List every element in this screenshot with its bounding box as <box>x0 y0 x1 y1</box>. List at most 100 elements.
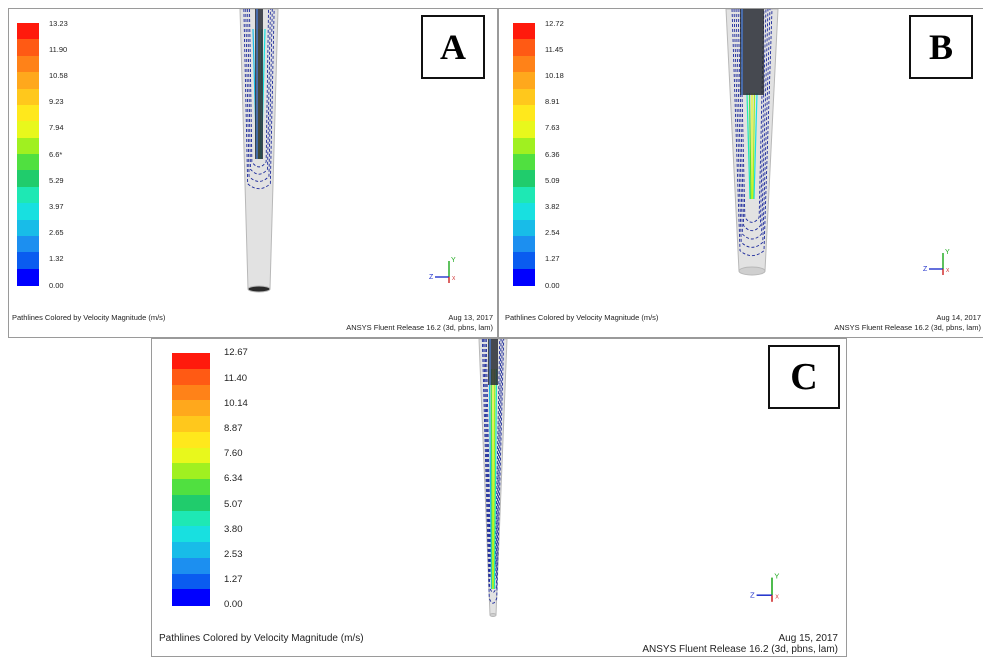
svg-text:Y: Y <box>774 572 779 581</box>
svg-text:Z: Z <box>750 590 755 599</box>
colorbar-tick-label: 5.29 <box>49 175 64 185</box>
colorbar-tick-label: 12.67 <box>224 347 248 359</box>
svg-text:Z: Z <box>429 274 434 281</box>
colorbar-swatch <box>17 137 39 155</box>
colorbar-tick-label: 6.6* <box>49 149 63 159</box>
svg-text:X: X <box>452 276 456 282</box>
inlet-tube <box>740 9 764 95</box>
colorbar-swatch <box>513 186 535 204</box>
colorbar-swatch <box>17 170 39 188</box>
jet-pathline <box>493 368 496 590</box>
colorbar-swatch <box>172 573 210 590</box>
colorbar-swatch <box>17 268 39 286</box>
colorbar-tick-label: 10.58 <box>49 70 68 80</box>
colorbar-swatch <box>513 23 535 40</box>
colorbar-tick-label: 12.72 <box>545 18 564 28</box>
colorbar-swatch <box>513 39 535 57</box>
colorbar-tick-label: 8.91 <box>545 97 560 107</box>
date-b: Aug 14, 2017 <box>936 313 981 322</box>
colorbar-tick-label: 1.32 <box>49 254 64 264</box>
colorbar-tick-label: 2.54 <box>545 228 560 238</box>
colorbar-swatch <box>513 137 535 155</box>
colorbar-swatch <box>17 88 39 106</box>
colorbar-swatch <box>513 252 535 270</box>
colorbar-tick-label: 3.82 <box>545 201 560 211</box>
caption-a: Pathlines Colored by Velocity Magnitude … <box>12 313 166 322</box>
panel-c: 12.67 11.40 10.14 8.87 7.60 6.34 5.07 3.80 2.53 1… <box>151 338 847 657</box>
colorbar-swatch <box>172 526 210 543</box>
colorbar-tick-label: 2.53 <box>224 548 243 560</box>
colorbar-tick-label: 10.14 <box>224 397 248 409</box>
colorbar-swatch <box>513 55 535 73</box>
colorbar-swatch <box>172 353 210 370</box>
nozzle-outlet <box>489 613 497 617</box>
release-a: ANSYS Fluent Release 16.2 (3d, pbns, lam… <box>346 323 493 332</box>
jet-pathline <box>488 368 493 590</box>
svg-text:Y: Y <box>945 249 950 256</box>
date-a: Aug 13, 2017 <box>448 313 493 322</box>
axis-triad-icon: Y Z X <box>923 249 950 275</box>
jet-pathline <box>490 368 493 590</box>
axis-triad-icon: Y Z X <box>750 572 779 602</box>
colorbar-tick-label: 11.90 <box>49 44 68 54</box>
colorbar-swatch <box>17 55 39 73</box>
jet-pathline <box>753 92 758 200</box>
colorbar-swatch <box>513 154 535 171</box>
recirculation-pathline <box>735 9 769 240</box>
colorbar-swatch <box>172 589 210 606</box>
inlet-tube <box>488 339 498 385</box>
colorbar-tick-label: 7.94 <box>49 123 64 133</box>
recirculation-pathline <box>484 339 502 583</box>
colorbar-swatch <box>172 542 210 559</box>
colorbar-tick-label: 6.36 <box>545 149 560 159</box>
colorbar-tick-label: 13.23 <box>49 18 68 28</box>
svg-text:X: X <box>775 595 779 601</box>
colorbar-swatch <box>513 219 535 237</box>
colorbar-tick-label: 11.40 <box>224 372 248 384</box>
colorbar-tick-label: 10.18 <box>545 70 564 80</box>
axis-triad-icon: Y Z X <box>429 257 456 283</box>
axis-triad-a: Y Z X <box>429 255 463 294</box>
panel-b: 12.72 11.45 10.18 8.91 7.63 6.36 5.09 3.82 2.54 1… <box>498 8 983 338</box>
panel-a: 13.23 11.90 10.58 9.23 7.94 6.6* 5.29 3.97 2.65 1… <box>8 8 498 338</box>
colorbar-swatch <box>172 400 210 417</box>
release-b: ANSYS Fluent Release 16.2 (3d, pbns, lam… <box>834 323 981 332</box>
colorbar-tick-label: 2.65 <box>49 228 64 238</box>
colorbar-swatch <box>172 557 210 575</box>
jet-pathline <box>752 92 756 200</box>
colorbar-swatch <box>17 154 39 171</box>
nozzle-outlet <box>247 285 271 293</box>
jet-pathline <box>748 92 752 200</box>
colorbar-swatch <box>513 72 535 90</box>
nozzle-outlet <box>738 266 766 276</box>
colorbar-swatch <box>513 268 535 286</box>
colorbar-swatch <box>17 23 39 40</box>
colorbar-tick-label: 11.45 <box>545 44 564 54</box>
colorbar-swatch <box>513 121 535 139</box>
colorbar-swatch <box>172 431 210 449</box>
pathline-scene-a <box>239 9 279 293</box>
colorbar-swatch <box>17 203 39 221</box>
colorbar-swatch <box>513 104 535 122</box>
colorbar-tick-label: 1.27 <box>545 254 560 264</box>
panel-label-a: A <box>421 15 485 79</box>
colorbar-swatch <box>172 447 210 464</box>
recirculation-pathline <box>739 9 765 223</box>
colorbar-tick-label: 5.09 <box>545 175 560 185</box>
svg-text:Y: Y <box>451 257 456 264</box>
caption-c: Pathlines Colored by Velocity Magnitude … <box>159 633 364 644</box>
recirculation-pathline <box>737 9 767 232</box>
jet-pathline <box>746 92 751 200</box>
colorbar-swatch <box>513 235 535 253</box>
colorbar-swatch <box>513 170 535 188</box>
colorbar-swatch <box>172 368 210 386</box>
colorbar-tick-label: 3.80 <box>224 523 243 535</box>
svg-text:X: X <box>946 268 950 274</box>
panel-label-c: C <box>768 345 840 409</box>
colorbar-swatch <box>17 121 39 139</box>
svg-text:Z: Z <box>923 266 928 273</box>
colorbar-swatch <box>172 463 210 480</box>
colorbar-tick-label: 1.27 <box>224 574 243 586</box>
axis-triad-b: Y Z X <box>923 247 957 286</box>
colorbar-swatch <box>17 219 39 237</box>
